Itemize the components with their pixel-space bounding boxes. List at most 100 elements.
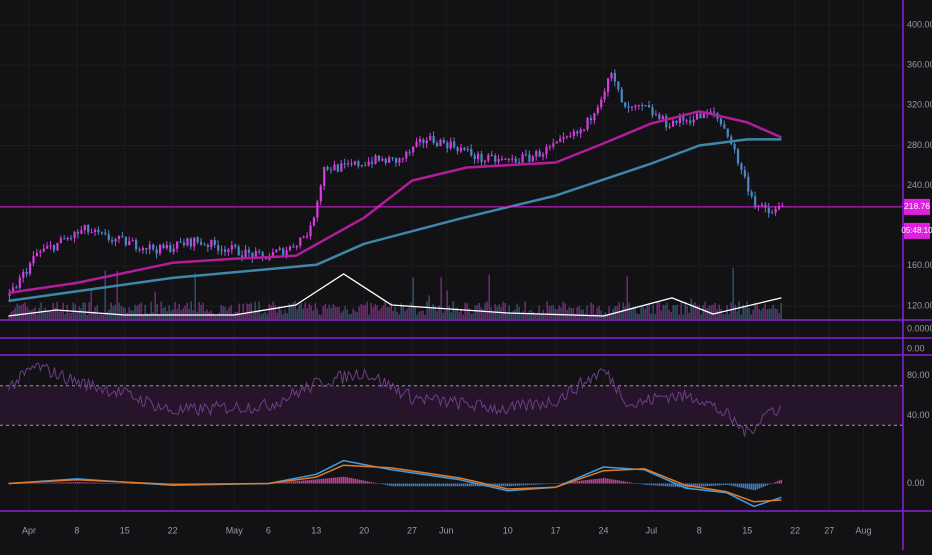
volume-bar	[88, 302, 90, 319]
macd-histogram-bar	[578, 480, 580, 484]
volume-bar	[236, 311, 238, 319]
candle-body	[713, 111, 716, 113]
macd-histogram-bar	[570, 481, 572, 484]
volume-bar	[230, 305, 232, 319]
macd-histogram-bar	[772, 482, 774, 484]
volume-bar	[376, 305, 378, 319]
candle-body	[299, 237, 302, 246]
volume-bar	[454, 308, 456, 319]
macd-histogram-bar	[664, 483, 666, 487]
macd-histogram-bar	[468, 483, 470, 487]
candle-body	[306, 236, 309, 238]
macd-histogram-bar	[600, 478, 602, 484]
volume-bar	[334, 306, 336, 319]
volume-bar	[464, 302, 466, 319]
macd-histogram-bar	[294, 481, 296, 484]
volume-bar	[142, 314, 144, 319]
macd-histogram-bar	[420, 483, 422, 487]
empty-panel-1-tick: 0.000000	[907, 323, 932, 333]
candle-body	[52, 245, 56, 251]
volume-bar	[100, 313, 102, 319]
candle-body	[490, 154, 493, 156]
volume-bar	[648, 302, 650, 319]
macd-histogram-bar	[548, 483, 550, 484]
axes: 400.00360.00320.00280.00240.00160.00120.…	[22, 19, 932, 535]
macd-histogram-bar	[116, 483, 118, 484]
macd-histogram-bar	[558, 483, 560, 484]
volume-bar	[54, 307, 56, 319]
volume-bar	[202, 302, 204, 319]
candle-body	[555, 141, 558, 144]
macd-histogram-bar	[384, 483, 386, 485]
macd-histogram-bar	[458, 483, 460, 487]
volume-bar	[42, 310, 44, 319]
macd-histogram-bar	[494, 483, 496, 487]
volume-bar	[182, 308, 184, 319]
macd-histogram-bar	[364, 480, 366, 484]
macd-histogram-bar	[298, 480, 300, 484]
macd-histogram-bar	[344, 476, 346, 484]
volume-bar	[164, 306, 166, 319]
macd-histogram-bar	[378, 483, 380, 484]
volume-bar	[690, 298, 692, 319]
candle-body	[613, 73, 617, 82]
macd-histogram-bar	[86, 482, 88, 484]
volume-bar	[436, 310, 438, 319]
volume-bar	[422, 310, 424, 319]
volume-bar	[608, 306, 610, 319]
volume-bar	[352, 308, 354, 319]
macd-histogram-bar	[132, 483, 134, 484]
candle-body	[292, 246, 295, 248]
candle-body	[719, 118, 723, 125]
candle-body	[610, 73, 613, 79]
candle-body	[671, 120, 675, 127]
volume-bar	[760, 310, 762, 319]
macd-histogram-bar	[520, 483, 522, 486]
volume-bar	[582, 309, 584, 319]
macd-histogram-bar	[284, 482, 286, 484]
countdown-label: 05:48:10	[901, 226, 932, 235]
macd-histogram-bar	[514, 483, 516, 486]
candle-body	[422, 139, 425, 144]
volume-bar	[624, 306, 626, 319]
volume-bar	[720, 308, 722, 319]
macd-histogram-bar	[704, 483, 706, 487]
rsi-panel	[0, 362, 903, 437]
candle-body	[743, 170, 746, 177]
macd-histogram-bar	[694, 483, 696, 488]
volume-bar	[568, 307, 570, 319]
candle-body	[531, 156, 534, 162]
macd-histogram-bar	[90, 482, 92, 484]
volume-bar	[270, 305, 272, 319]
volume-bar	[150, 301, 152, 319]
candle-body	[254, 251, 257, 259]
volume-bar	[32, 309, 34, 319]
candle-body	[500, 158, 504, 160]
macd-histogram-bar	[778, 480, 780, 484]
volume-bar	[122, 307, 124, 319]
macd-histogram-bar	[736, 483, 738, 487]
volume-bar	[444, 310, 446, 319]
macd-histogram-bar	[636, 483, 638, 484]
candle-body	[251, 252, 254, 259]
volume-bar	[748, 308, 750, 319]
candle-body	[158, 244, 162, 254]
volume-bar	[146, 313, 148, 319]
volume-bar	[744, 307, 746, 319]
macd-axis-tick: 0.00	[907, 478, 925, 488]
macd-histogram-bar	[652, 483, 654, 486]
macd-histogram-bar	[676, 483, 678, 488]
candle-body	[559, 138, 562, 142]
volume-bar	[80, 308, 82, 319]
candle-body	[576, 131, 579, 134]
macd-histogram-bar	[546, 483, 548, 485]
macd-histogram-bar	[136, 483, 138, 484]
date-axis-tick: 27	[824, 525, 834, 535]
macd-histogram-bar	[758, 483, 760, 489]
macd-histogram-bar	[444, 483, 446, 487]
candle-body	[285, 250, 288, 256]
macd-histogram-bar	[628, 482, 630, 484]
